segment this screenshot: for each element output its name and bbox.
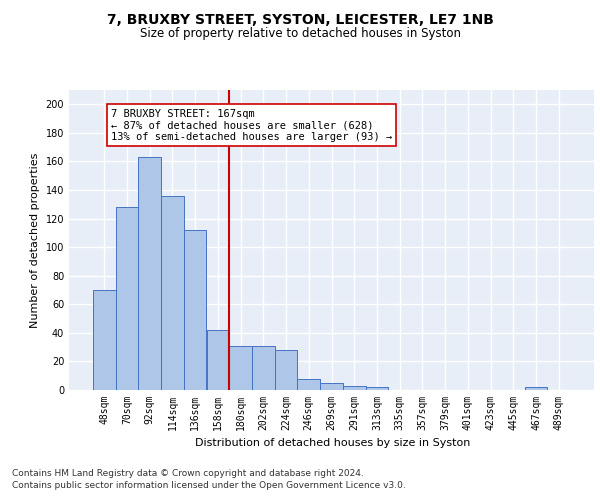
Y-axis label: Number of detached properties: Number of detached properties [30,152,40,328]
Text: Contains public sector information licensed under the Open Government Licence v3: Contains public sector information licen… [12,481,406,490]
Bar [252,346,275,390]
Bar [93,290,116,390]
Bar [161,196,184,390]
Bar [343,386,365,390]
Bar [275,350,298,390]
Bar [298,378,320,390]
Bar [365,387,388,390]
Bar [116,207,139,390]
Bar [184,230,206,390]
Text: 7, BRUXBY STREET, SYSTON, LEICESTER, LE7 1NB: 7, BRUXBY STREET, SYSTON, LEICESTER, LE7… [107,12,493,26]
Bar [524,387,547,390]
Text: Distribution of detached houses by size in Syston: Distribution of detached houses by size … [196,438,470,448]
Bar [320,383,343,390]
Bar [229,346,252,390]
Text: 7 BRUXBY STREET: 167sqm
← 87% of detached houses are smaller (628)
13% of semi-d: 7 BRUXBY STREET: 167sqm ← 87% of detache… [111,108,392,142]
Bar [139,157,161,390]
Bar [206,330,229,390]
Text: Size of property relative to detached houses in Syston: Size of property relative to detached ho… [139,28,461,40]
Text: Contains HM Land Registry data © Crown copyright and database right 2024.: Contains HM Land Registry data © Crown c… [12,468,364,477]
